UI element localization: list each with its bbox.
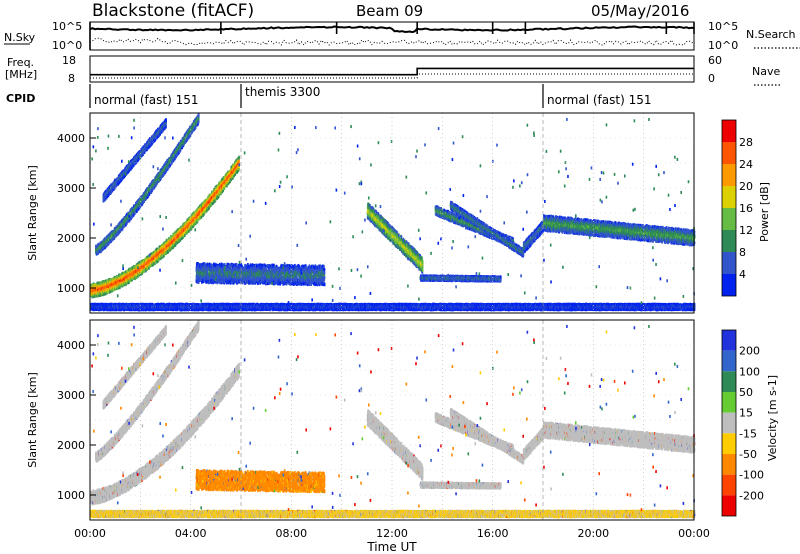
- cpid-segment-label: normal (fast) 151: [94, 93, 198, 107]
- nave-tick-top: 60: [708, 54, 722, 67]
- sky-right-label: N.Search: [746, 28, 796, 41]
- nave-tick-bottom: 0: [708, 72, 715, 85]
- beam-title: Beam 09: [356, 2, 423, 20]
- sky-count-line: [90, 27, 694, 33]
- freq-line: [90, 68, 694, 74]
- sky-top-tick-right: 10^5: [708, 20, 738, 33]
- cpid-segment-label: normal (fast) 151: [547, 93, 651, 107]
- freq-tick-bottom: 8: [68, 72, 75, 85]
- cpid-label: CPID: [6, 92, 35, 105]
- sky-bottom-tick-right: 10^0: [708, 39, 738, 52]
- cpid-segment-label: themis 3300: [245, 85, 320, 99]
- search-count-line: [90, 38, 694, 45]
- freq-panel: Freq. [MHz] 18 8 60 0 Nave: [5, 54, 780, 85]
- cpid-row: normal (fast) 151 themis 3300 normal (fast…: [90, 84, 651, 108]
- freq-label-line2: [MHz]: [5, 68, 37, 81]
- date-title: 05/May/2016: [591, 2, 689, 20]
- sky-panel: N.Sky 10^5 10^0 10^5 10^0 N.Search: [4, 20, 800, 52]
- radar-figure: Blackstone (fitACF) Beam 09 05/May/2016 …: [0, 0, 800, 554]
- radar-title: Blackstone (fitACF): [92, 1, 254, 21]
- sky-top-tick-left: 10^5: [52, 20, 82, 33]
- sky-bottom-tick-left: 10^0: [52, 39, 82, 52]
- sky-left-label: N.Sky: [4, 31, 36, 44]
- nave-label: Nave: [752, 65, 780, 78]
- freq-tick-top: 18: [62, 54, 76, 67]
